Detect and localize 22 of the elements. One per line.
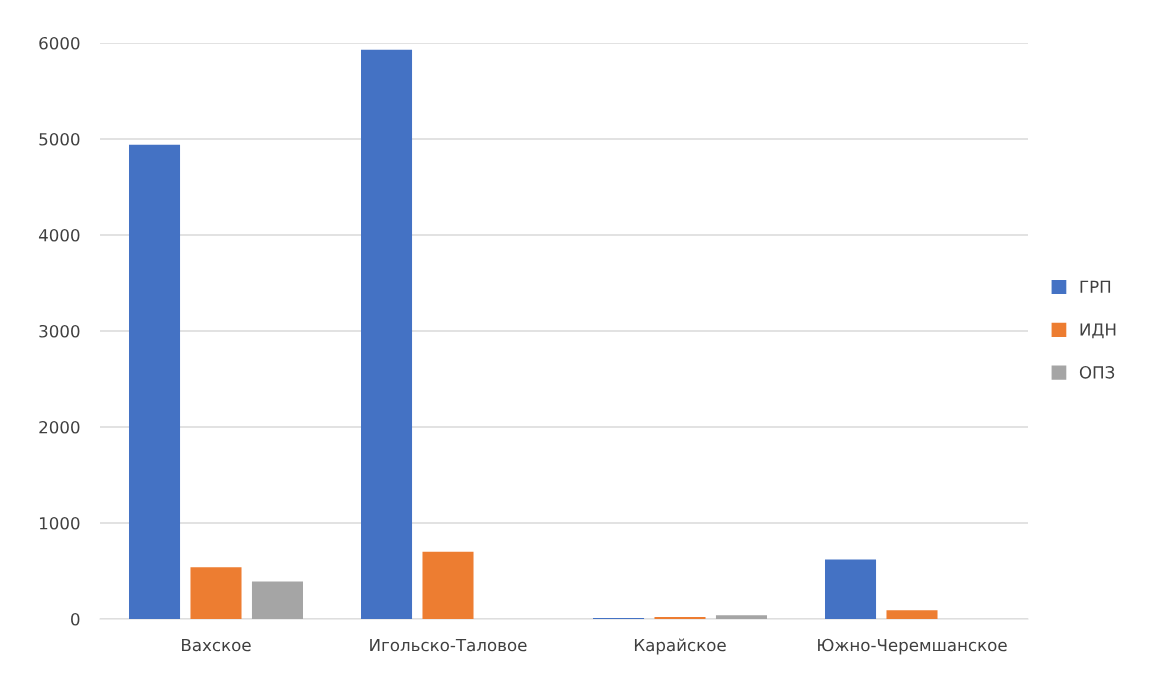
y-tick-label: 2000 — [39, 420, 80, 434]
x-tick-label: Карайское — [634, 638, 726, 655]
y-tick-label: 1000 — [39, 516, 80, 530]
bar — [886, 610, 938, 619]
bar — [129, 144, 181, 619]
y-tick-label: 3000 — [39, 324, 80, 338]
legend-label: ГРП — [1080, 280, 1111, 293]
y-tick-label: 5000 — [39, 132, 80, 146]
x-tick-label: Игольско-Таловое — [370, 638, 527, 652]
bar — [825, 559, 877, 619]
y-tick-label: 0 — [71, 612, 80, 626]
bar — [251, 581, 303, 619]
y-tick-label: 4000 — [38, 228, 80, 242]
x-tick-label: Южно-Черемшанское — [818, 638, 1007, 655]
legend-label: ОПЗ — [1079, 366, 1115, 379]
bar — [715, 615, 767, 619]
bar — [190, 567, 242, 619]
legend-label: ИДН — [1080, 323, 1116, 339]
x-tick-label: Вахское — [182, 638, 251, 652]
y-tick-label: 6000 — [39, 36, 80, 50]
bar — [422, 551, 474, 619]
bar — [361, 49, 413, 619]
